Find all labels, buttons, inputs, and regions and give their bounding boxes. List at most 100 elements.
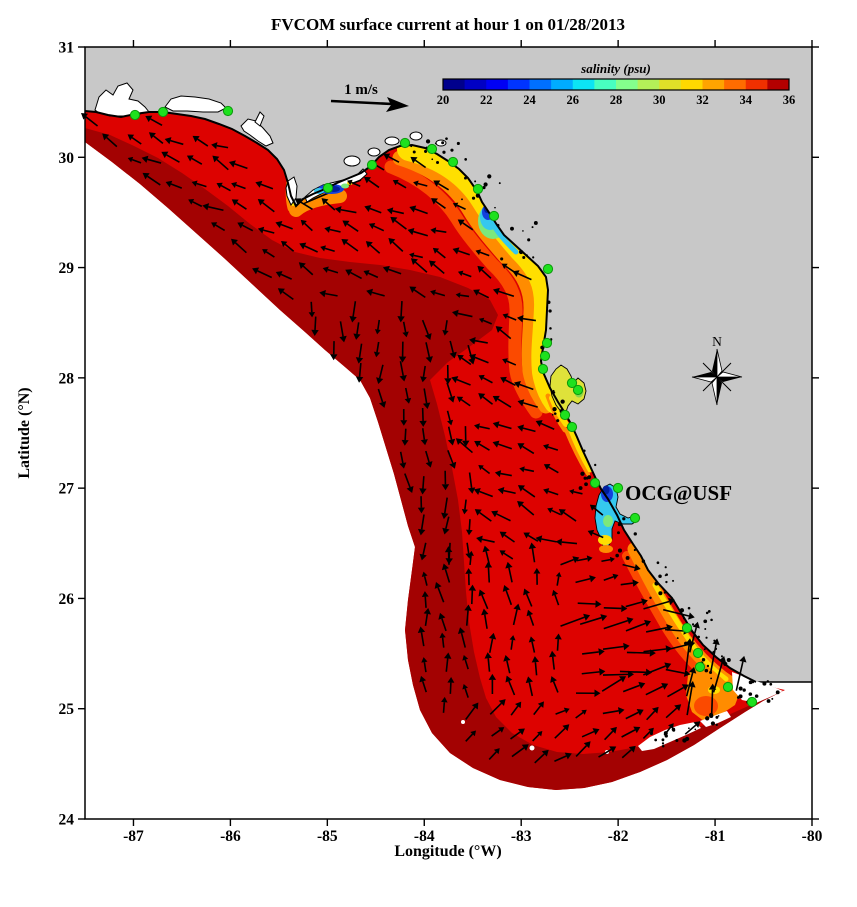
current-arrow [410, 156, 427, 169]
current-arrow [308, 301, 316, 318]
station-dot [589, 477, 601, 489]
island-speckle [664, 734, 668, 738]
current-arrow [231, 199, 247, 210]
current-arrow [474, 440, 490, 451]
colorbar-tick-label: 22 [480, 93, 493, 107]
island-speckle [456, 141, 460, 145]
island-speckle [549, 327, 552, 330]
current-arrow [353, 322, 361, 340]
current-arrow [355, 343, 364, 364]
florida-keys [700, 711, 731, 727]
current-arrow [212, 155, 229, 171]
current-arrow [509, 635, 516, 650]
island-speckle [710, 721, 716, 726]
island-speckle [474, 180, 477, 183]
florida-bay-shoals [732, 672, 783, 703]
current-arrow [252, 267, 273, 279]
island-speckle [560, 399, 565, 404]
current-arrow [452, 202, 466, 210]
current-arrow [417, 514, 426, 536]
current-arrow [257, 226, 275, 234]
colorbar-cell [637, 79, 660, 90]
current-arrow [575, 741, 591, 758]
current-arrow [142, 172, 161, 186]
island-speckle [556, 419, 560, 423]
current-arrow [202, 203, 224, 212]
current-arrow [603, 604, 628, 613]
current-arrow [685, 638, 693, 671]
island-speckle [617, 548, 623, 553]
island-speckle [583, 449, 586, 453]
current-arrow [433, 180, 450, 191]
island-speckle [661, 744, 665, 748]
current-arrow [549, 650, 557, 670]
island-speckle [551, 413, 554, 416]
current-arrow [510, 728, 525, 740]
current-arrow [457, 219, 474, 231]
current-arrow [127, 156, 142, 164]
current-arrow [441, 563, 451, 583]
current-arrow [277, 288, 294, 301]
annotation-layer: FVCOM surface current at hour 1 on 01/28… [16, 15, 743, 860]
current-arrow [625, 598, 648, 608]
current-arrow [462, 654, 469, 670]
current-arrow [164, 137, 184, 146]
current-arrow [455, 292, 470, 298]
island-speckle [705, 636, 708, 639]
current-arrow [517, 501, 535, 516]
current-arrow [643, 645, 673, 653]
current-arrow [663, 608, 695, 620]
current-arrow [560, 613, 591, 627]
island-speckle [710, 618, 713, 622]
current-arrow [419, 675, 428, 693]
station-dot [681, 622, 693, 634]
current-arrow [528, 636, 536, 653]
current-arrow [476, 535, 495, 543]
current-arrow [404, 473, 414, 493]
island-speckle [748, 692, 753, 696]
current-arrow [478, 464, 491, 475]
current-arrow [501, 263, 515, 273]
island-speckle [688, 727, 690, 730]
colorbar-cell [659, 79, 682, 90]
current-arrow [417, 626, 426, 647]
current-arrow [419, 542, 427, 561]
island-speckle [584, 482, 588, 487]
current-arrow [543, 464, 559, 474]
current-arrow [534, 749, 549, 764]
island-speckle [664, 566, 667, 569]
island-speckle [658, 591, 663, 596]
island-speckle [775, 690, 780, 695]
current-arrow [474, 509, 492, 522]
colorbar-cell [680, 79, 703, 90]
current-arrow [554, 633, 562, 651]
current-arrow [601, 676, 627, 692]
island-speckle [766, 680, 770, 683]
current-arrow [441, 470, 450, 491]
current-arrow [646, 706, 659, 721]
current-arrow [528, 542, 537, 563]
current-arrow [555, 707, 570, 715]
current-arrow [417, 496, 425, 514]
current-arrow [447, 450, 457, 469]
current-arrow [420, 365, 427, 383]
current-arrow [444, 652, 452, 672]
current-arrow [468, 584, 477, 605]
current-arrow [558, 509, 577, 522]
current-arrow [298, 262, 314, 276]
x-axis-label: Longitude (°W) [394, 843, 501, 860]
x-axis-tick-label: -84 [414, 828, 435, 845]
island-speckle [412, 150, 416, 154]
island-speckle [483, 182, 488, 187]
current-arrow [686, 681, 696, 716]
current-vector-layer [81, 113, 747, 764]
current-arrow [294, 198, 313, 211]
current-arrow [499, 550, 514, 560]
current-arrow [363, 270, 379, 279]
station-dot [472, 183, 484, 195]
current-arrow [468, 550, 474, 566]
island-speckle [553, 412, 557, 415]
current-arrow [446, 382, 456, 403]
current-arrow [399, 361, 407, 382]
